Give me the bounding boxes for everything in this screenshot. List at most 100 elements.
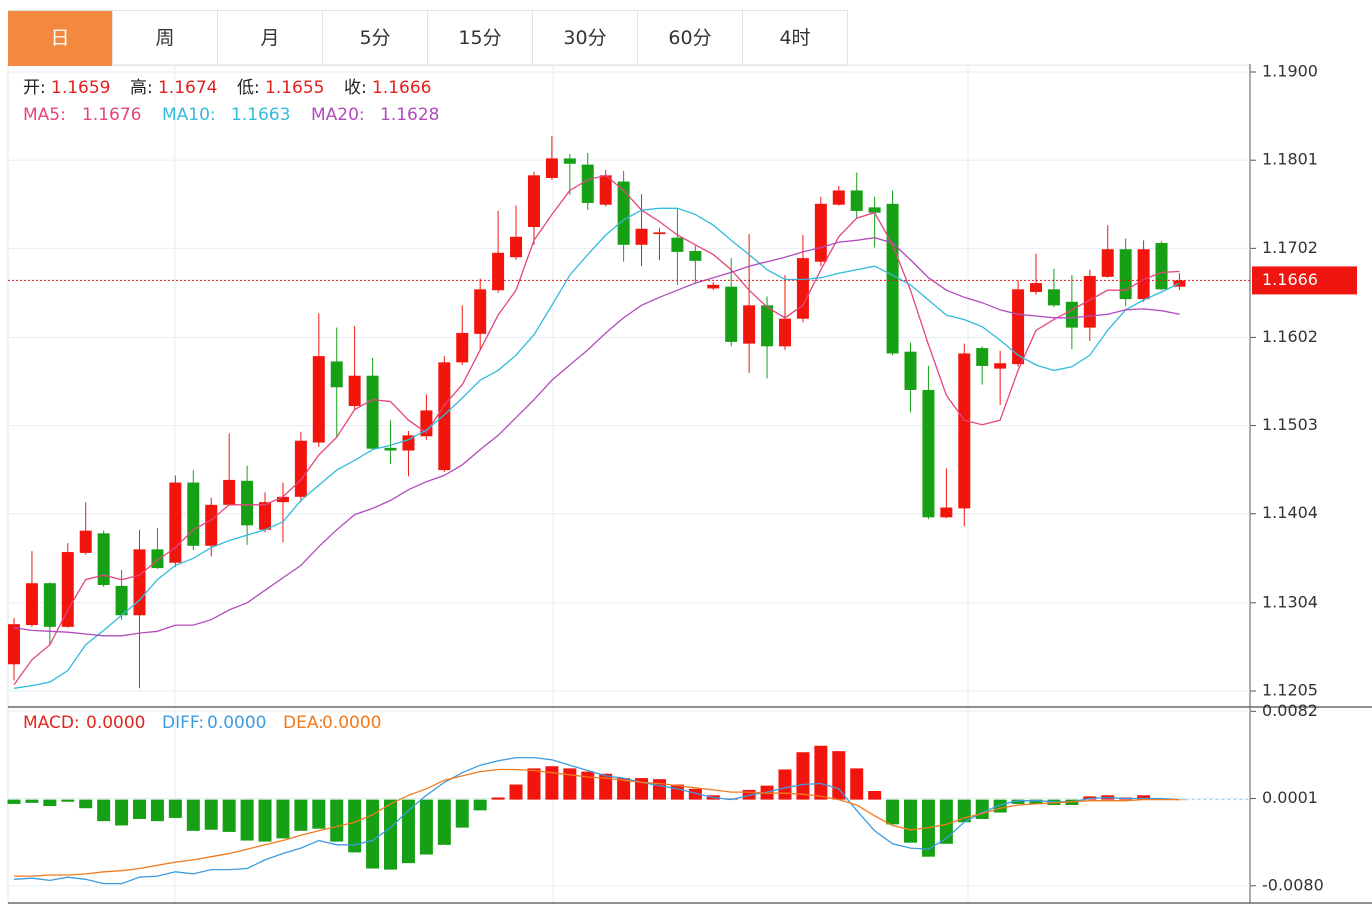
macd-bar	[599, 773, 613, 800]
ma-line	[13, 237, 1180, 637]
candle-body	[599, 175, 612, 205]
y-tick-label: 1.1801	[1262, 150, 1318, 169]
ohlc-label: 开:	[23, 78, 46, 98]
macd-bar	[563, 768, 577, 800]
period-tab[interactable]: 日	[8, 10, 113, 66]
legend-value: 1.1663	[231, 105, 290, 125]
macd-bar	[778, 769, 792, 800]
candle-body	[1047, 289, 1060, 306]
candle-body	[761, 305, 774, 347]
legend-value: 0.0000	[86, 713, 145, 733]
macd-bar	[419, 799, 433, 855]
period-tab[interactable]: 30分	[533, 10, 638, 66]
macd-bar	[1137, 795, 1151, 800]
candle-body	[1137, 249, 1150, 300]
y-tick-label: 1.1900	[1262, 62, 1318, 81]
legend-value: 0.0000	[322, 713, 381, 733]
candle-body	[814, 203, 827, 262]
ohlc-label: 低:	[237, 78, 260, 98]
ohlc-value: 1.1659	[51, 78, 110, 98]
macd-bar	[330, 799, 344, 842]
macd-bar	[401, 799, 415, 864]
macd-bar	[115, 799, 129, 826]
candle-body	[689, 251, 702, 261]
candle-body	[169, 482, 182, 563]
candle-body	[1155, 243, 1168, 290]
period-tab[interactable]: 5分	[323, 10, 428, 66]
macd-bar	[312, 799, 326, 829]
macd-bar	[258, 799, 272, 842]
candle-body	[922, 389, 935, 518]
candle-body	[1012, 289, 1025, 365]
y-tick-label: 0.0001	[1262, 788, 1318, 807]
period-tab[interactable]: 月	[218, 10, 323, 66]
period-tab[interactable]: 15分	[428, 10, 533, 66]
y-tick-label: 0.0082	[1262, 701, 1318, 720]
candle-body	[510, 236, 523, 258]
candle-body	[330, 361, 343, 388]
legend-value: 1.1628	[380, 105, 439, 125]
candle-body	[402, 435, 415, 451]
candle-body	[348, 375, 361, 406]
candle-body	[438, 362, 451, 471]
macd-bar	[455, 799, 469, 828]
candle-body	[115, 585, 128, 616]
candle-body	[1030, 283, 1043, 292]
candle-body	[276, 496, 289, 503]
candle-body	[223, 479, 236, 505]
macd-bar	[294, 799, 308, 831]
ohlc-value: 1.1655	[265, 78, 324, 98]
period-tab[interactable]: 周	[113, 10, 218, 66]
macd-bar	[886, 799, 900, 825]
candle-body	[527, 175, 540, 227]
candle-body	[294, 440, 307, 497]
period-tab[interactable]: 4时	[743, 10, 848, 66]
y-tick-label: 1.1304	[1262, 592, 1318, 611]
candle-body	[904, 351, 917, 390]
candle-body	[474, 289, 487, 334]
macd-bar	[168, 799, 182, 818]
macd-bar	[25, 799, 39, 803]
last-price-label: 1.1666	[1262, 270, 1318, 289]
candle-body	[8, 624, 20, 665]
candle-body	[187, 482, 200, 546]
candle-body	[312, 356, 325, 443]
candle-body	[832, 190, 845, 205]
legend-value: 0.0000	[207, 713, 266, 733]
macd-bar	[348, 799, 362, 853]
ohlc-label: 高:	[130, 78, 153, 98]
candle-body	[707, 284, 720, 289]
macd-bar	[581, 771, 595, 800]
candle-body	[205, 504, 218, 546]
macd-bar	[222, 799, 236, 832]
candle-body	[725, 286, 738, 342]
candle-body	[151, 549, 164, 569]
candle-body	[563, 158, 576, 164]
macd-bar	[509, 784, 523, 800]
macd-bar	[957, 799, 971, 823]
period-tab[interactable]: 60分	[638, 10, 743, 66]
macd-bar	[796, 752, 810, 800]
legend-label: DEA:	[283, 713, 324, 733]
candle-body	[868, 207, 881, 213]
candle-body	[976, 348, 989, 366]
macd-bar	[366, 799, 380, 869]
candle-body	[1065, 301, 1078, 328]
macd-bar	[384, 799, 398, 870]
macd-bar	[473, 799, 487, 811]
candle-body	[958, 353, 971, 509]
macd-bar	[850, 768, 864, 800]
macd-bar	[491, 797, 505, 800]
candle-body	[456, 332, 469, 363]
macd-bar	[1029, 799, 1043, 804]
ma-line	[13, 207, 1180, 689]
legend-label: MA20:	[311, 105, 365, 125]
y-tick-label: -0.0080	[1262, 875, 1324, 894]
candle-body	[796, 258, 809, 319]
candle-body	[25, 583, 38, 626]
candle-body	[617, 181, 630, 245]
candle-body	[671, 237, 684, 252]
macd-bar	[240, 799, 254, 841]
candle-body	[1101, 249, 1114, 277]
